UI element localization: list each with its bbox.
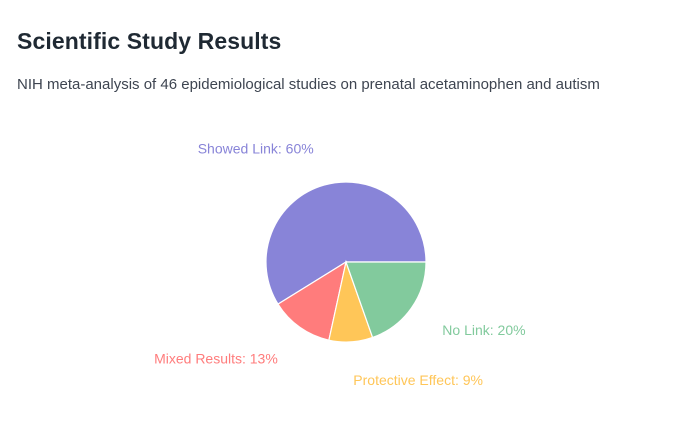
pie-slice-no-link[interactable] [345,261,427,339]
pie-slices [265,181,427,343]
pie-label-protective-effect: Protective Effect: 9% [353,372,483,388]
pie-labels: Showed Link: 60% Mixed Results: 13% Protec… [154,141,526,388]
chart-title: Scientific Study Results [17,28,282,54]
pie-label-no-link: No Link: 20% [442,322,525,338]
pie-slice-mixed-results[interactable] [277,260,347,341]
pie-slice-showed-link[interactable] [265,181,427,305]
chart-subtitle: NIH meta-analysis of 46 epidemiological … [17,76,600,93]
pie-label-mixed-results: Mixed Results: 13% [154,350,278,366]
pie-label-showed-link: Showed Link: 60% [198,141,314,157]
